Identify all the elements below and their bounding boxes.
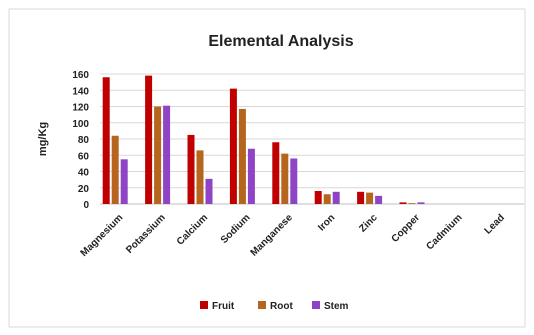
chart-title: Elemental Analysis xyxy=(208,33,353,50)
bar-stem-copper xyxy=(417,202,425,204)
legend-label-root: Root xyxy=(270,301,293,312)
y-tick-label: 160 xyxy=(72,70,89,81)
y-axis-label: mg/Kg xyxy=(37,122,49,156)
bar-fruit-magnesium xyxy=(102,77,110,204)
y-tick-label: 60 xyxy=(78,151,90,162)
gridlines xyxy=(100,73,524,205)
y-tick-label: 100 xyxy=(72,119,89,130)
legend-label-stem: Stem xyxy=(324,301,349,312)
bar-stem-zinc xyxy=(375,195,383,204)
bar-fruit-manganese xyxy=(272,142,280,204)
y-tick-label: 80 xyxy=(78,135,90,146)
legend-swatch-fruit xyxy=(200,301,208,309)
bar-root-potassium xyxy=(154,106,162,204)
bar-root-manganese xyxy=(281,153,289,204)
bar-stem-magnesium xyxy=(120,159,128,204)
y-tick-label: 20 xyxy=(78,184,90,195)
bar-stem-potassium xyxy=(163,105,171,204)
bar-stem-manganese xyxy=(290,158,298,204)
legend-swatch-stem xyxy=(312,301,320,309)
bar-stem-sodium xyxy=(247,148,255,204)
bar-root-magnesium xyxy=(111,135,119,204)
y-tick-label: 0 xyxy=(83,200,89,211)
legend-swatch-root xyxy=(258,301,266,309)
y-tick-label: 140 xyxy=(72,86,89,97)
bar-fruit-sodium xyxy=(229,88,237,204)
bar-fruit-calcium xyxy=(187,134,195,204)
bars xyxy=(102,75,425,204)
bar-stem-iron xyxy=(332,191,340,204)
bar-fruit-iron xyxy=(314,191,322,204)
bar-root-iron xyxy=(323,194,331,204)
bar-root-sodium xyxy=(238,108,246,204)
y-axis-ticks: 160 140 120 100 80 60 40 20 0 xyxy=(72,70,89,211)
legend: Fruit Root Stem xyxy=(200,301,349,312)
bar-root-zinc xyxy=(366,192,374,204)
chart-border xyxy=(8,8,526,328)
bar-fruit-potassium xyxy=(145,75,153,204)
y-tick-label: 120 xyxy=(72,103,89,114)
bar-stem-calcium xyxy=(205,178,213,204)
bar-fruit-zinc xyxy=(357,191,365,204)
y-tick-label: 40 xyxy=(78,168,90,179)
bar-root-calcium xyxy=(196,150,204,204)
bar-root-copper xyxy=(408,203,416,204)
bar-fruit-copper xyxy=(399,202,407,204)
legend-label-fruit: Fruit xyxy=(212,301,235,312)
